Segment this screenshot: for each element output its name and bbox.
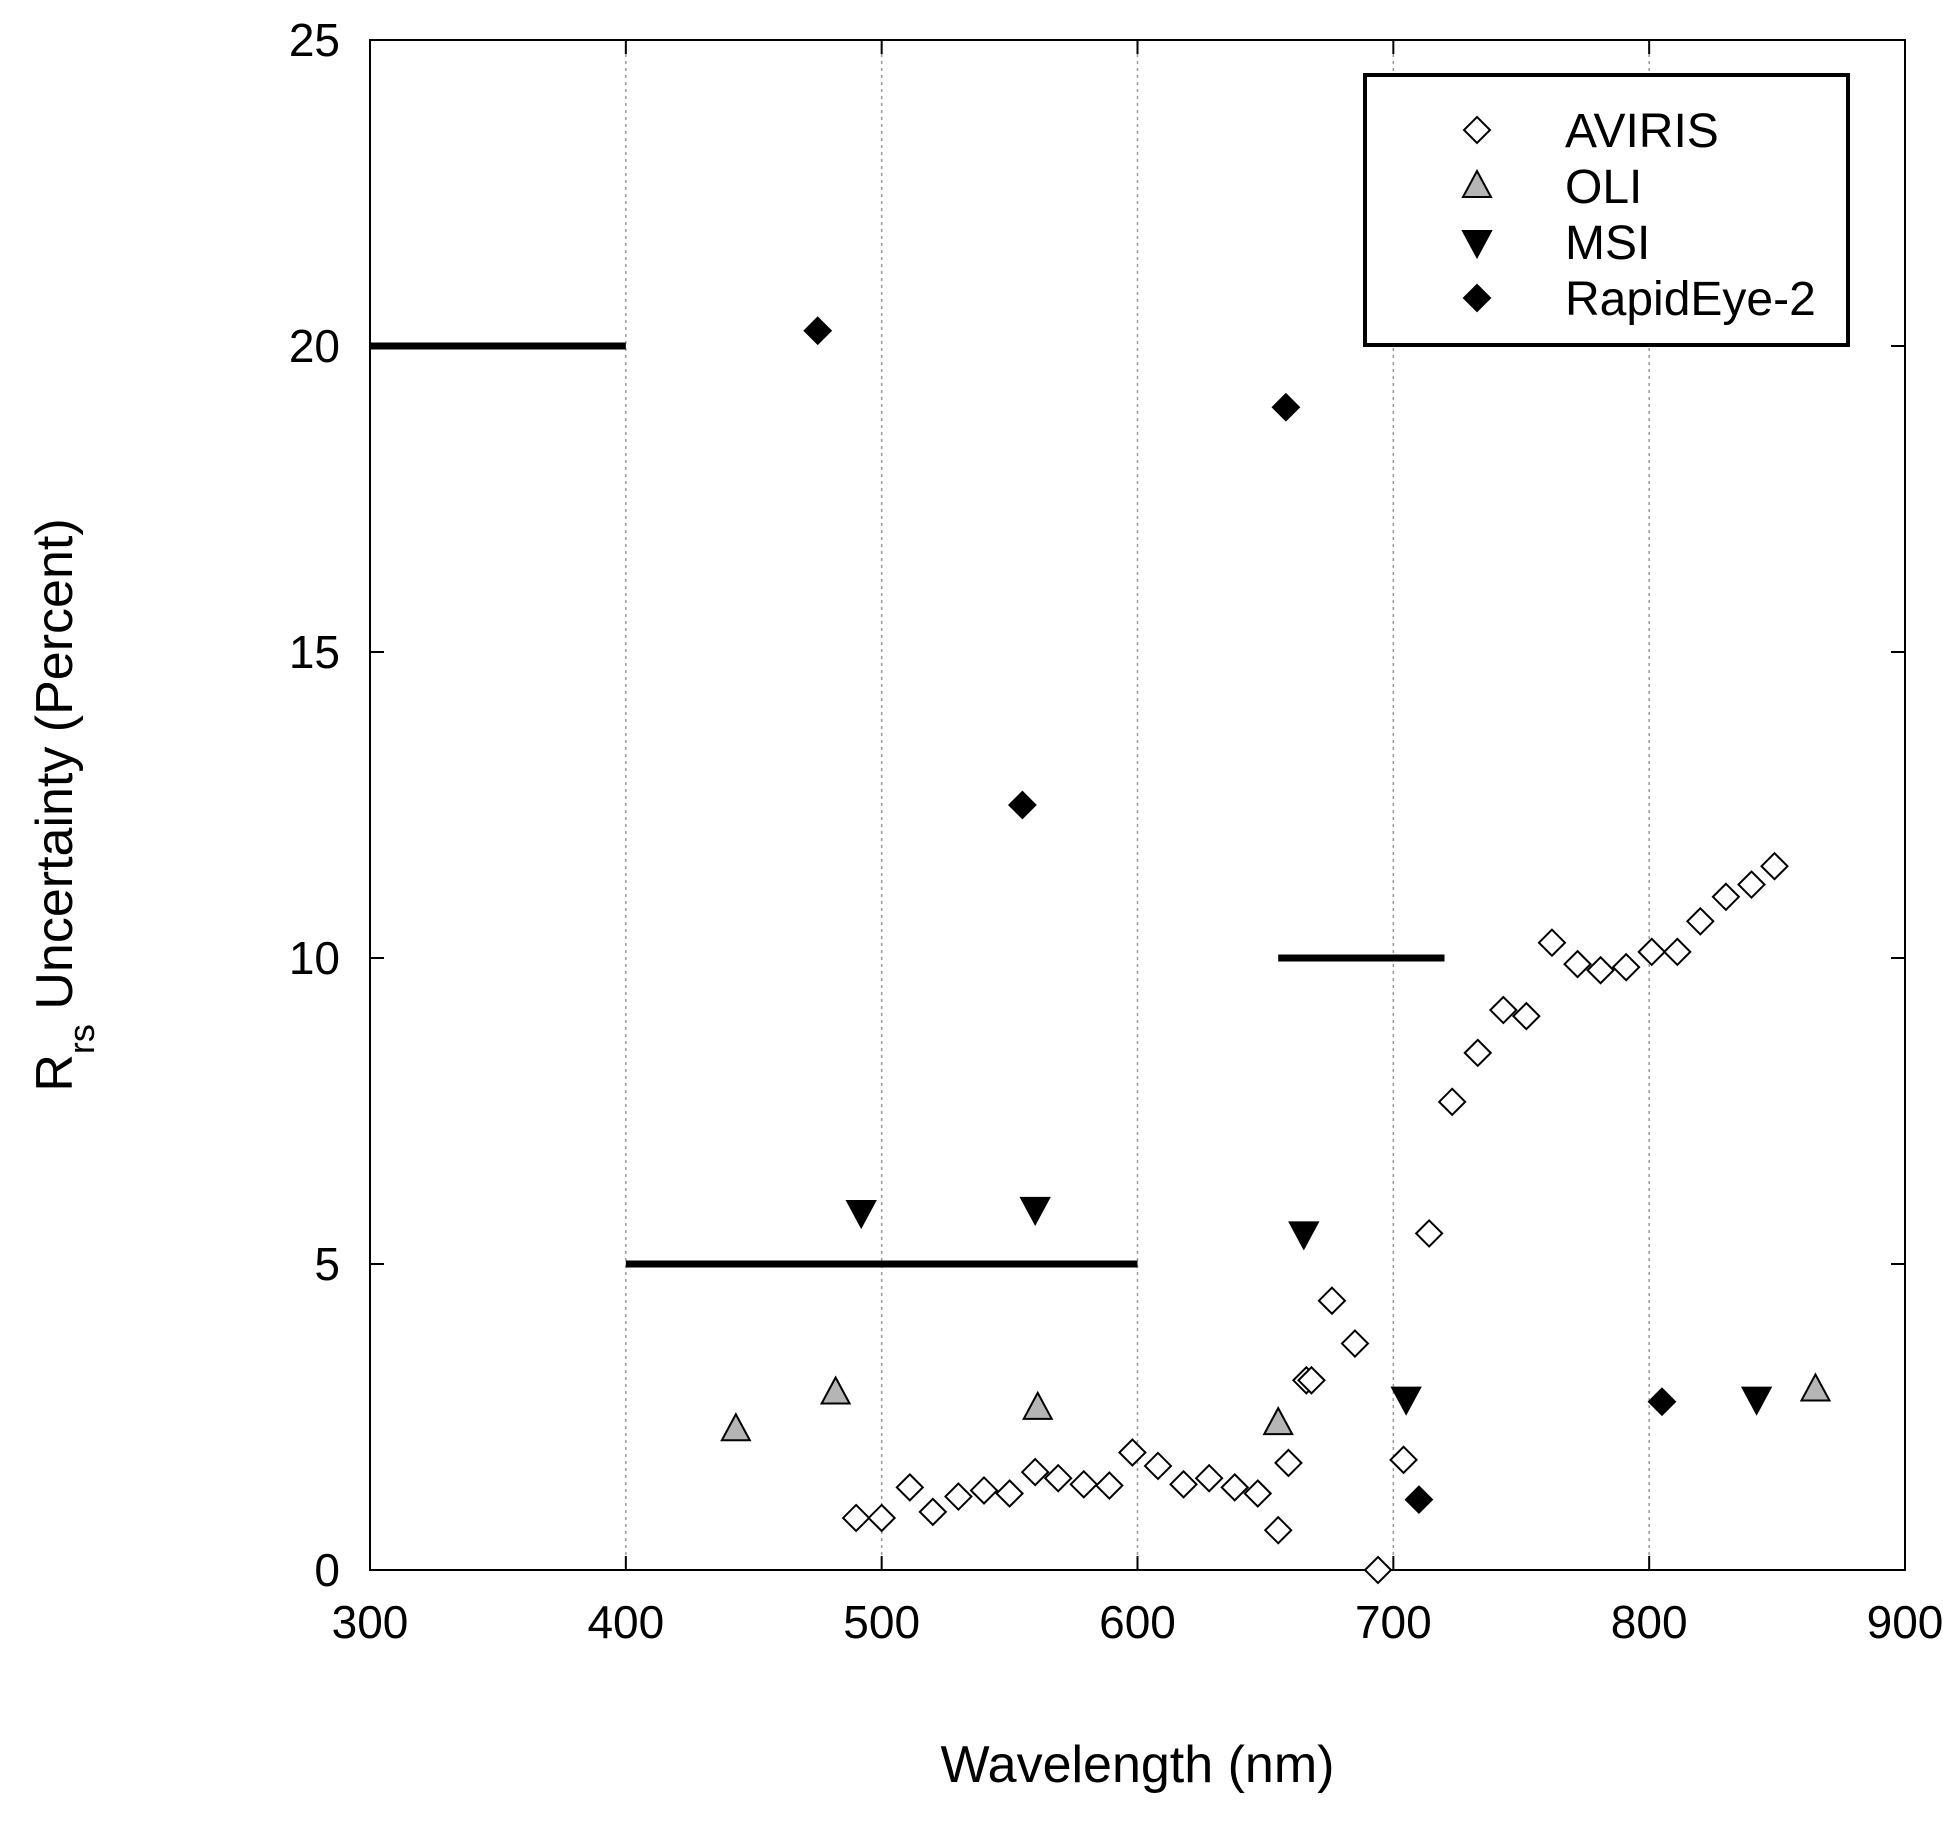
x-tick-label: 800: [1611, 1596, 1688, 1648]
y-axis-title-rest: Uncertainty (Percent): [26, 518, 84, 1024]
x-tick-label: 600: [1099, 1596, 1176, 1648]
aviris-point: [1414, 1218, 1444, 1248]
aviris-point: [944, 1482, 973, 1511]
legend-marker-oli: [1461, 168, 1493, 198]
aviris-point: [1389, 1445, 1418, 1475]
y-tick-label: 0: [314, 1544, 340, 1596]
aviris-point: [1363, 1555, 1393, 1585]
oli-point: [1022, 1390, 1054, 1420]
legend-marker-aviris: [1462, 115, 1492, 145]
data-points: [720, 316, 1832, 1585]
legend-label-oli: OLI: [1565, 161, 1642, 214]
y-axis-title-main: R: [26, 1054, 84, 1092]
y-axis-title-subscript: rs: [61, 1024, 102, 1054]
aviris-point: [1637, 937, 1667, 967]
oli-point: [819, 1375, 852, 1405]
rapideye-2-point: [803, 316, 833, 346]
aviris-point: [969, 1476, 999, 1505]
rapideye-2-point: [1007, 790, 1037, 820]
aviris-point: [1069, 1469, 1099, 1499]
aviris-point: [1611, 952, 1641, 982]
axis-ticks: 300 400 500 600 700 800 900 0 5 10 15 20 25: [289, 14, 1943, 1648]
x-tick-label: 700: [1355, 1596, 1432, 1648]
aviris-point: [1437, 1087, 1467, 1117]
msi-point: [1390, 1386, 1422, 1416]
legend-marker-msi: [1461, 230, 1493, 260]
oli-point: [1262, 1406, 1294, 1436]
aviris-point: [1094, 1471, 1124, 1500]
msi-point: [1740, 1386, 1773, 1416]
aviris-point: [995, 1479, 1024, 1508]
aviris-point: [1537, 928, 1567, 958]
msi-point: [1019, 1196, 1051, 1227]
legend-box: [1363, 73, 1850, 347]
aviris-point: [1760, 851, 1789, 881]
aviris-point: [918, 1497, 948, 1527]
aviris-point: [1220, 1472, 1250, 1502]
aviris-point: [1117, 1438, 1147, 1467]
aviris-point: [1586, 955, 1615, 985]
aviris-point: [1511, 1001, 1541, 1031]
aviris-point: [1243, 1479, 1273, 1508]
aviris-point: [1488, 995, 1518, 1025]
msi-point: [845, 1199, 877, 1230]
aviris-point: [1043, 1463, 1073, 1493]
legend-marker-rapideye-2: [1462, 283, 1492, 313]
aviris-point: [1297, 1365, 1326, 1395]
x-tick-label: 900: [1867, 1596, 1943, 1648]
aviris-point: [1169, 1469, 1198, 1499]
y-tick-label: 20: [289, 320, 340, 372]
y-tick-label: 25: [289, 14, 340, 66]
legend-label-msi: MSI: [1565, 217, 1650, 270]
aviris-point: [1685, 906, 1715, 936]
aviris-point: [1194, 1463, 1224, 1493]
rapideye-2-point: [1404, 1485, 1434, 1515]
y-axis-title: Rrs Uncertainty (Percent): [26, 518, 102, 1091]
x-tick-label: 400: [587, 1596, 664, 1648]
y-tick-label: 15: [289, 626, 340, 678]
x-axis-title: Wavelength (nm): [941, 1736, 1335, 1794]
aviris-point: [1263, 1515, 1293, 1545]
aviris-point: [895, 1472, 925, 1502]
aviris-point: [1662, 937, 1692, 967]
oli-point: [720, 1412, 752, 1442]
x-tick-label: 300: [332, 1596, 409, 1648]
aviris-point: [1317, 1286, 1347, 1316]
aviris-point: [1737, 870, 1766, 899]
reference-lines: [370, 342, 1445, 1268]
aviris-point: [841, 1503, 871, 1533]
aviris-point: [1274, 1448, 1303, 1478]
aviris-point: [1711, 882, 1741, 912]
aviris-point: [1020, 1457, 1050, 1487]
aviris-point: [1340, 1329, 1370, 1358]
legend-label-aviris: AVIRIS: [1565, 105, 1719, 158]
aviris-point: [867, 1503, 897, 1533]
aviris-point: [1463, 1038, 1493, 1068]
oli-point: [1799, 1372, 1832, 1402]
y-tick-label: 5: [314, 1238, 340, 1290]
legend-label-rapideye-2: RapidEye-2: [1565, 273, 1816, 326]
y-tick-label: 10: [289, 932, 340, 984]
aviris-point: [1563, 949, 1592, 979]
msi-point: [1288, 1221, 1320, 1251]
rapideye-2-point: [1271, 392, 1301, 422]
rapideye-2-point: [1647, 1387, 1677, 1417]
aviris-point: [1143, 1451, 1173, 1481]
x-tick-label: 500: [843, 1596, 920, 1648]
